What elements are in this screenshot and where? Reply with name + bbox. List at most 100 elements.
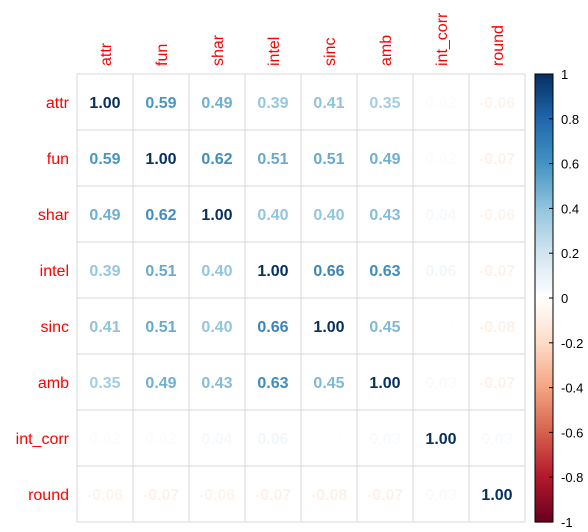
cell-value: 0.45 — [369, 319, 400, 336]
legend-swatch — [535, 412, 553, 416]
legend-swatch — [535, 315, 553, 319]
legend-swatch — [535, 362, 553, 366]
cell-value: 0.62 — [145, 207, 176, 224]
legend-swatch — [535, 340, 553, 344]
cell-value: 0.49 — [369, 151, 400, 168]
cell-value: 0.51 — [145, 319, 176, 336]
legend-swatch — [535, 161, 553, 165]
cell-value: -0.07 — [255, 487, 292, 504]
legend-swatch — [535, 212, 553, 216]
cell-value: 0.01 — [313, 431, 344, 448]
cell-value: 1.00 — [425, 431, 456, 448]
legend-swatch — [535, 407, 553, 411]
legend-swatch — [535, 369, 553, 373]
legend-tick-label: 0.4 — [561, 201, 579, 216]
legend-swatch — [535, 224, 553, 227]
cell-shar-round — [468, 185, 526, 243]
cell-value: 1.00 — [89, 95, 120, 112]
legend-swatch — [535, 318, 553, 321]
legend-swatch — [535, 172, 553, 176]
legend-swatch — [535, 474, 553, 478]
legend-swatch — [535, 425, 553, 429]
legend-swatch — [535, 454, 553, 458]
legend-swatch — [535, 349, 553, 353]
legend-swatch — [535, 237, 553, 241]
legend-swatch — [535, 513, 553, 516]
cell-value: 1.00 — [257, 263, 288, 280]
cell-sinc-sinc — [300, 297, 358, 355]
legend-swatch — [535, 125, 553, 129]
cell-value: 0.39 — [89, 263, 120, 280]
legend-swatch — [535, 197, 553, 201]
legend-swatch — [535, 136, 553, 140]
cell-value: 0.41 — [89, 319, 120, 336]
legend-swatch — [535, 392, 553, 395]
cell-value: 0.51 — [313, 151, 344, 168]
legend-tick-label: 0 — [561, 291, 568, 306]
legend-swatch — [535, 468, 553, 472]
legend-swatch — [535, 501, 553, 505]
cell-value: 1.00 — [145, 151, 176, 168]
legend-swatch — [535, 306, 553, 310]
legend-swatch — [535, 410, 553, 413]
column-label-shar: shar — [210, 34, 227, 66]
legend-swatch — [535, 181, 553, 185]
legend-swatch — [535, 259, 553, 263]
legend-swatch — [535, 257, 553, 261]
legend-swatch — [535, 96, 553, 100]
cell-round-sinc — [300, 465, 358, 523]
legend-swatch — [535, 123, 553, 127]
legend-swatch — [535, 481, 553, 485]
cell-value: 0.02 — [425, 151, 456, 168]
row-label-sinc: sinc — [41, 319, 69, 336]
legend-swatch — [535, 147, 553, 151]
legend-swatch — [535, 190, 553, 194]
legend-swatch — [535, 497, 553, 501]
legend-swatch — [535, 459, 553, 463]
legend-swatch — [535, 351, 553, 355]
legend-tick-label: -0.6 — [561, 425, 583, 440]
legend-swatch — [535, 324, 553, 328]
legend-swatch — [535, 336, 553, 339]
legend-swatch — [535, 203, 553, 207]
legend-swatch — [535, 186, 553, 189]
legend-swatch — [535, 121, 553, 124]
cell-value: 0.04 — [425, 207, 456, 224]
legend-swatch — [535, 517, 553, 521]
cell-amb-sinc — [300, 353, 358, 411]
legend-swatch — [535, 194, 553, 198]
cell-value: -0.06 — [479, 95, 516, 112]
legend-swatch — [535, 367, 553, 371]
legend-swatch — [535, 383, 553, 386]
legend-swatch — [535, 356, 553, 360]
legend-swatch — [535, 188, 553, 192]
legend-swatch — [535, 380, 553, 384]
legend-tick-label: -0.4 — [561, 381, 583, 396]
legend-swatch — [535, 327, 553, 330]
legend-swatch — [535, 436, 553, 440]
legend-swatch — [535, 163, 553, 167]
legend-swatch — [535, 495, 553, 498]
cell-value: -0.07 — [143, 487, 180, 504]
cell-value: 0.06 — [425, 263, 456, 280]
cell-value: -0.07 — [479, 263, 516, 280]
cell-value: -0.07 — [367, 487, 404, 504]
column-label-attr: attr — [98, 42, 115, 66]
row-label-intel: intel — [40, 263, 69, 280]
legend-tick-label: -0.8 — [561, 470, 583, 485]
cell-value: 0.02 — [89, 431, 120, 448]
legend-swatch — [535, 360, 553, 364]
legend-swatch — [535, 217, 553, 221]
legend-swatch — [535, 418, 553, 422]
legend-tick-label: 1 — [561, 67, 568, 82]
cell-round-round — [468, 465, 526, 523]
cell-value: 0.02 — [425, 95, 456, 112]
legend-swatch — [535, 432, 553, 436]
legend-swatch — [535, 87, 553, 91]
legend-swatch — [535, 134, 553, 138]
legend-swatch — [535, 179, 553, 183]
legend-swatch — [535, 376, 553, 380]
legend-swatch — [535, 508, 553, 512]
cell-value: 0.49 — [201, 95, 232, 112]
column-label-sinc: sinc — [322, 38, 339, 66]
